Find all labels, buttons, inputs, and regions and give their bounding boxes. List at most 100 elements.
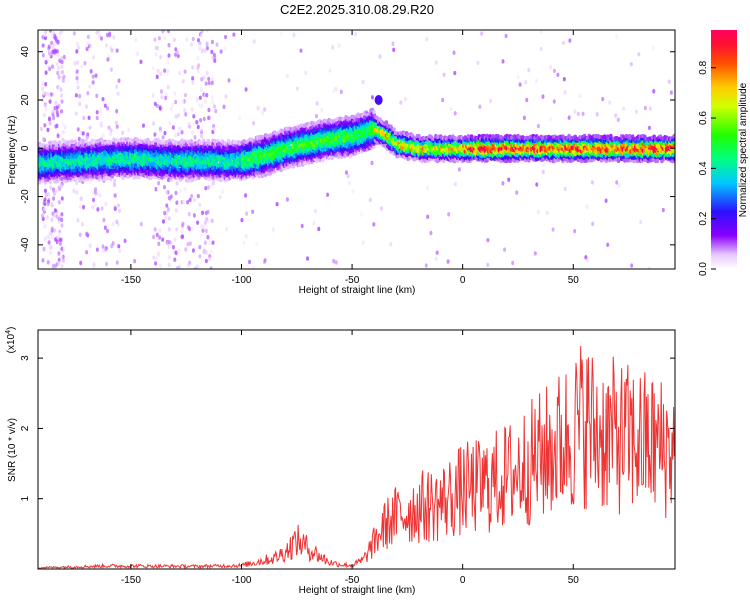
heatmap-noise-cell <box>476 60 480 66</box>
heatmap-noise-cell <box>205 93 209 98</box>
heatmap-noise-cell <box>187 225 191 230</box>
heatmap-noise-cell <box>223 46 227 51</box>
heatmap-noise-cell <box>59 237 63 243</box>
heatmap-noise-cell <box>399 100 403 105</box>
heatmap-noise-cell <box>453 111 457 116</box>
heatmap-noise-cell <box>115 109 119 114</box>
heatmap-noise-cell <box>536 123 540 129</box>
heatmap-noise-cell <box>486 262 490 268</box>
heatmap-noise-cell <box>163 68 167 73</box>
heatmap-noise-cell <box>210 95 214 101</box>
heatmap-noise-cell <box>615 180 619 185</box>
heatmap-noise-cell <box>80 222 84 227</box>
heatmap-noise-cell <box>516 74 520 80</box>
heatmap-noise-cell <box>167 244 171 250</box>
heatmap-noise-cell <box>99 108 103 114</box>
heatmap-noise-cell <box>591 221 595 227</box>
heatmap-noise-cell <box>166 60 170 65</box>
heatmap-noise-cell <box>240 217 244 223</box>
heatmap-noise-cell <box>617 183 621 188</box>
heatmap-noise-cell <box>211 180 215 186</box>
heatmap-noise-cell <box>210 39 214 45</box>
heatmap-noise-cell <box>75 49 79 54</box>
heatmap-noise-cell <box>82 205 86 210</box>
heatmap-noise-cell <box>44 192 48 198</box>
heatmap-noise-cell <box>99 36 103 41</box>
heatmap-noise-cell <box>58 241 62 247</box>
heatmap-noise-cell <box>166 84 170 90</box>
heatmap-noise-cell <box>46 91 50 97</box>
heatmap-noise-cell <box>637 52 641 57</box>
heatmap-noise-cell <box>535 78 539 84</box>
heatmap-noise-cell <box>562 76 566 82</box>
heatmap-noise-cell <box>59 87 63 92</box>
heatmap-noise-cell <box>242 240 246 246</box>
heatmap-noise-cell <box>153 37 157 42</box>
heatmap-noise-cell <box>215 42 219 47</box>
heatmap-noise-cell <box>155 74 159 80</box>
heatmap-noise-cell <box>203 220 207 226</box>
heatmap-noise-cell <box>123 238 127 244</box>
heatmap-noise-cell <box>77 136 81 142</box>
heatmap-noise-cell <box>255 241 259 246</box>
heatmap-noise-cell <box>47 116 51 121</box>
heatmap-noise-cell <box>48 66 52 72</box>
heatmap-noise-cell <box>43 123 47 128</box>
heatmap-noise-cell <box>501 59 505 64</box>
heatmap-noise-cell <box>205 46 209 51</box>
heatmap-noise-cell <box>542 162 546 167</box>
heatmap-noise-cell <box>187 121 191 126</box>
heatmap-noise-cell <box>112 35 116 40</box>
heatmap-noise-cell <box>72 188 76 194</box>
heatmap-ridge-cell <box>48 180 53 185</box>
heatmap-noise-cell <box>252 39 256 44</box>
heatmap-noise-cell <box>299 48 303 53</box>
heatmap-noise-cell <box>160 89 164 94</box>
heatmap-noise-cell <box>224 34 228 40</box>
heatmap-noise-cell <box>351 188 355 194</box>
heatmap-noise-cell <box>486 237 490 243</box>
heatmap-noise-cell <box>263 107 267 112</box>
heatmap-noise-cell <box>164 95 168 101</box>
heatmap-noise-cell <box>154 186 158 192</box>
heatmap-noise-cell <box>151 65 155 71</box>
heatmap-noise-cell <box>72 31 76 36</box>
heatmap-noise-cell <box>199 118 203 123</box>
heatmap-noise-cell <box>104 201 108 207</box>
heatmap-cells <box>38 30 675 269</box>
heatmap-noise-cell <box>441 97 445 103</box>
heatmap-noise-cell <box>201 228 205 233</box>
heatmap-noise-cell <box>174 250 178 256</box>
heatmap-noise-cell <box>152 255 156 260</box>
heatmap-noise-cell <box>245 211 249 216</box>
heatmap-noise-cell <box>629 61 633 67</box>
heatmap-noise-cell <box>46 234 50 239</box>
heatmap-ridge-cell <box>84 138 88 144</box>
heatmap-noise-cell <box>58 214 62 220</box>
heatmap-noise-cell <box>115 48 119 53</box>
heatmap-noise-cell <box>152 234 156 240</box>
heatmap-noise-cell <box>213 54 217 60</box>
heatmap-noise-cell <box>212 127 216 132</box>
heatmap-noise-cell <box>45 215 49 220</box>
heatmap-noise-cell <box>161 219 165 224</box>
heatmap-noise-cell <box>85 135 89 140</box>
heatmap-noise-cell <box>95 110 99 115</box>
heatmap-noise-cell <box>109 128 113 133</box>
heatmap-noise-cell <box>549 117 553 122</box>
heatmap-noise-cell <box>94 187 98 192</box>
heatmap-noise-cell <box>334 260 338 265</box>
heatmap-noise-cell <box>46 127 50 133</box>
heatmap-noise-cell <box>389 242 393 247</box>
heatmap-noise-cell <box>76 60 80 65</box>
heatmap-noise-cell <box>616 131 620 136</box>
heatmap-noise-cell <box>47 50 51 56</box>
heatmap-noise-cell <box>578 93 582 98</box>
heatmap-noise-cell <box>207 185 211 190</box>
heatmap-noise-cell <box>331 89 335 94</box>
heatmap-noise-cell <box>171 125 175 130</box>
heatmap-noise-cell <box>475 129 479 135</box>
heatmap-noise-cell <box>165 210 169 216</box>
heatmap-noise-cell <box>55 109 59 115</box>
heatmap-noise-cell <box>221 189 225 195</box>
